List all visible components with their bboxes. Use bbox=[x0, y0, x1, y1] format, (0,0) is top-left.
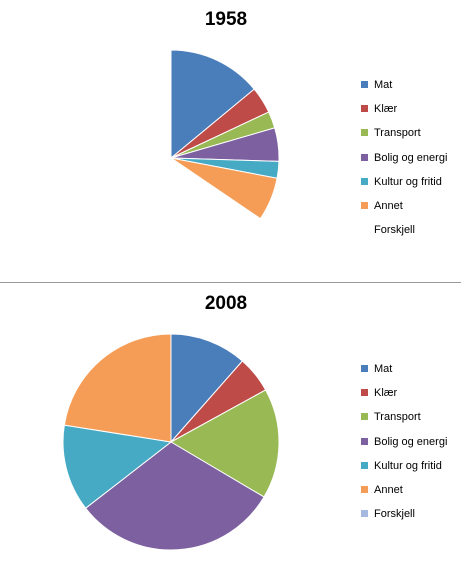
legend-label: Bolig og energi bbox=[374, 435, 448, 448]
legend-label: Kultur og fritid bbox=[374, 459, 442, 472]
legend-swatch bbox=[361, 485, 368, 493]
legend-label: Kultur og fritid bbox=[374, 175, 442, 188]
pie-slice-mat bbox=[170, 49, 255, 160]
legend-label: Klær bbox=[374, 103, 398, 116]
panel-divider bbox=[0, 282, 461, 283]
legend-label: Forskjell bbox=[374, 508, 415, 521]
legend-swatch bbox=[361, 81, 368, 88]
legend-swatch bbox=[361, 365, 368, 372]
legend-label: Forskjell bbox=[374, 224, 415, 237]
pie-slice-forskjell bbox=[62, 49, 262, 267]
chart-1958: 1958 Mat Klær Transport Bolig og energi Kult… bbox=[62, 9, 448, 267]
legend-swatch bbox=[361, 437, 368, 445]
legend-label: Annet bbox=[374, 199, 403, 212]
legend-label: Bolig og energi bbox=[374, 151, 448, 164]
legend-label: Transport bbox=[374, 127, 421, 140]
legend-swatch bbox=[361, 461, 368, 469]
pie-chart-2008 bbox=[62, 333, 280, 551]
chart-2008: 2008 Mat Klær Transport Bolig og energi Kult… bbox=[0, 284, 461, 561]
chart-title: 2008 bbox=[204, 293, 248, 314]
legend-swatch bbox=[361, 201, 368, 209]
pie-slice-mat bbox=[170, 333, 244, 444]
legend-label: Mat bbox=[374, 79, 393, 91]
pie-slice-bolig-og-energi bbox=[84, 441, 265, 551]
legend-swatch bbox=[361, 129, 368, 137]
chart-title: 1958 bbox=[204, 9, 248, 30]
pie-slice-kultur-og-fritid bbox=[62, 424, 173, 509]
legend-swatch bbox=[361, 413, 368, 421]
legend-label: Transport bbox=[374, 411, 421, 424]
legend-label: Annet bbox=[374, 483, 403, 496]
legend-swatch bbox=[361, 177, 368, 185]
legend-swatch bbox=[361, 153, 368, 161]
pie-slice-transport bbox=[169, 389, 280, 498]
pie-chart-1958 bbox=[62, 49, 279, 267]
pie-slice-annet bbox=[63, 333, 172, 443]
legend-swatch bbox=[361, 389, 368, 397]
legend-swatch bbox=[361, 105, 368, 113]
legend-label: Mat bbox=[374, 363, 393, 375]
legend-swatch bbox=[361, 510, 368, 518]
legend-label: Klær bbox=[374, 387, 398, 400]
legend-swatch bbox=[361, 226, 368, 234]
